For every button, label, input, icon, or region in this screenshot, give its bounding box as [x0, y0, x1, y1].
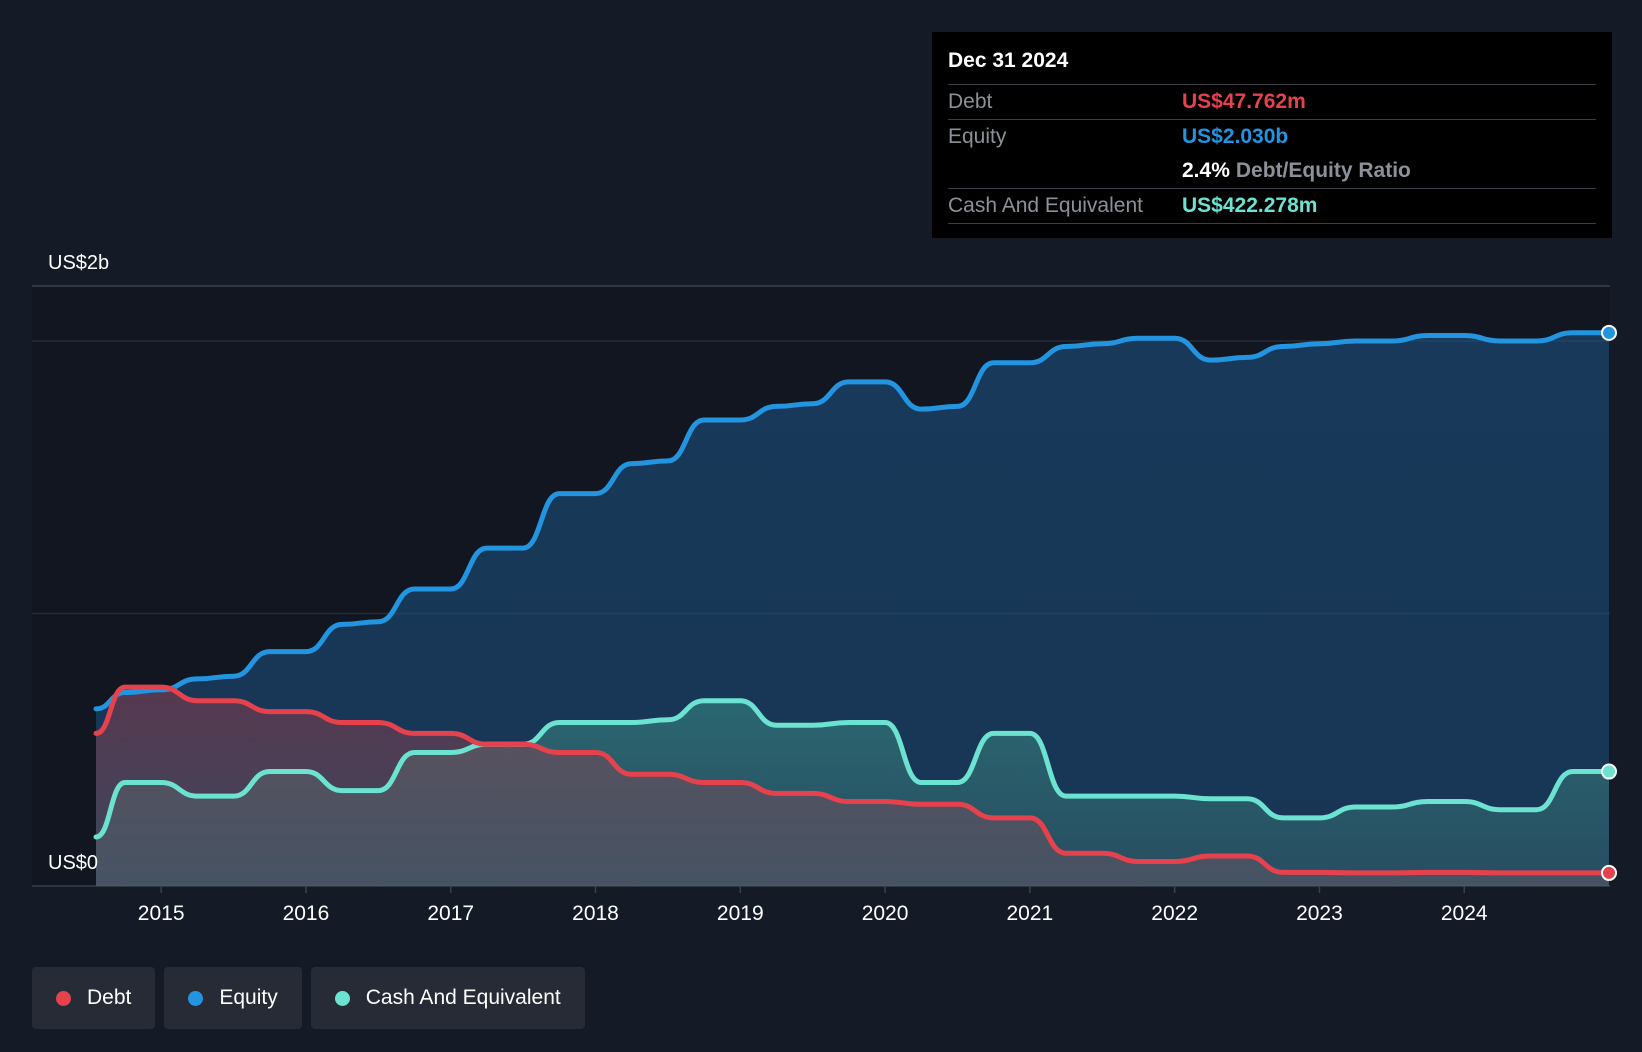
x-tick-label-2019: 2019	[717, 902, 764, 925]
legend-dot-debt	[56, 990, 71, 1006]
tooltip-ratio-label: Debt/Equity Ratio	[1235, 159, 1411, 182]
debt-line	[93, 684, 1612, 876]
tooltip-row-ratio: 2.4% Debt/Equity Ratio	[948, 154, 1596, 188]
legend-label-cash: Cash And Equivalent	[365, 986, 561, 1009]
tooltip-equity-value: US$2.030b	[1182, 125, 1289, 148]
tooltip-cash-value: US$422.278m	[1182, 194, 1318, 217]
legend-dot-cash	[334, 990, 350, 1006]
tooltip-date: Dec 31 2024	[948, 49, 1069, 72]
x-tick-label-2017: 2017	[427, 902, 474, 925]
debt-area	[96, 687, 1609, 886]
tooltip-ratio-value: 2.4%	[1182, 159, 1230, 182]
x-tick-label-2016: 2016	[283, 902, 330, 925]
x-tick-label-2015: 2015	[138, 902, 185, 925]
tooltip-debt-value: US$47.762m	[1182, 90, 1306, 113]
legend-dot-equity	[188, 990, 204, 1006]
y-axis-label-bottom: US$0	[48, 852, 98, 874]
tooltip-row-cash: Cash And Equivalent US$422.278m	[948, 188, 1596, 224]
x-tick-label-2022: 2022	[1151, 902, 1198, 925]
legend-item-cash[interactable]: Cash And Equivalent	[310, 967, 585, 1029]
legend-item-debt[interactable]: Debt	[32, 967, 156, 1029]
equity-line	[93, 330, 1612, 712]
x-tick-label-2021: 2021	[1007, 902, 1054, 925]
tooltip-row-debt: Debt US$47.762m	[948, 84, 1596, 119]
equity-end-marker	[1601, 324, 1617, 341]
tooltip-panel: Dec 31 2024 Debt US$47.762m Equity US$2.…	[932, 32, 1612, 238]
cash-end-marker	[1601, 763, 1617, 780]
legend-label-equity: Equity	[219, 986, 278, 1009]
cash-line	[93, 698, 1612, 840]
tooltip-row-equity: Equity US$2.030b	[948, 119, 1596, 154]
x-tick-label-2024: 2024	[1441, 902, 1488, 925]
legend-label-debt: Debt	[87, 986, 132, 1009]
legend-item-equity[interactable]: Equity	[164, 967, 302, 1029]
x-tick-label-2020: 2020	[862, 902, 909, 925]
legend: Debt Equity Cash And Equivalent	[32, 967, 585, 1029]
tooltip-debt-label: Debt	[948, 90, 993, 113]
y-axis-label-top: US$2b	[48, 252, 109, 274]
tooltip-cash-label: Cash And Equivalent	[948, 194, 1143, 217]
x-tick-label-2023: 2023	[1296, 902, 1343, 925]
tooltip-equity-label: Equity	[948, 125, 1007, 148]
x-tick-label-2018: 2018	[572, 902, 619, 925]
debt-end-marker	[1601, 864, 1617, 881]
